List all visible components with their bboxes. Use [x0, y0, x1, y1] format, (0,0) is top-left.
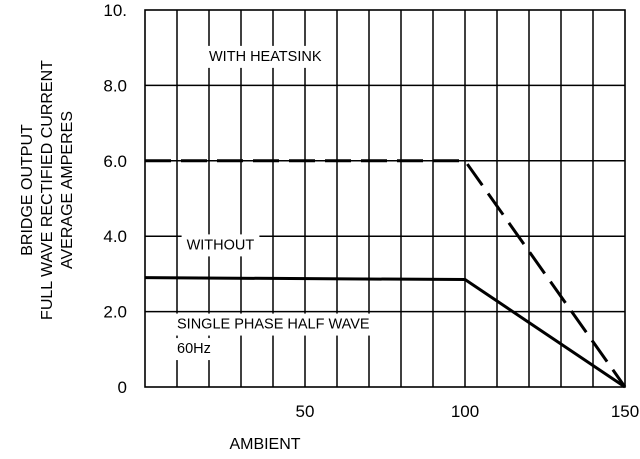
y-tick-label: 6.0: [103, 152, 127, 171]
series-line-with-heatsink: [145, 159, 627, 388]
x-tick-label: 50: [296, 402, 315, 421]
x-tick-label: 100: [451, 402, 479, 421]
annotation-background: [172, 313, 375, 336]
annotation-label: 60Hz: [177, 341, 211, 357]
series-lines: [144, 159, 627, 389]
label-backgrounds: [172, 45, 375, 361]
annotation-label: WITHOUT: [187, 237, 255, 253]
annotations: WITH HEATSINK WITHOUT SINGLE PHASE HALF WA…: [177, 49, 370, 357]
y-tick-label: 0: [118, 378, 127, 397]
y-axis-title-line: AVERAGE AMPERES: [59, 111, 76, 269]
y-tick-label: 2.0: [103, 303, 127, 322]
axis-titles: AMBIENT BRIDGE OUTPUT FULL WAVE RECTIFIED …: [19, 60, 301, 453]
annotation-label: WITH HEATSINK: [209, 49, 322, 65]
tick-labels: 0 2.0 4.0 6.0 8.0 10. 50 100 150: [103, 1, 639, 421]
annotation-label: SINGLE PHASE HALF WAVE: [177, 317, 370, 333]
annotation-background: [181, 234, 260, 257]
x-axis-title: AMBIENT: [229, 436, 300, 453]
y-axis-title-line: FULL WAVE RECTIFIED CURRENT: [39, 60, 56, 320]
y-tick-label: 8.0: [103, 76, 127, 95]
y-axis-title-line: BRIDGE OUTPUT: [19, 124, 36, 256]
plot-frame: [144, 9, 626, 388]
annotation-background: [204, 45, 327, 68]
x-tick-label: 150: [611, 402, 639, 421]
y-tick-label: 10.: [103, 1, 127, 20]
annotation-background: [172, 338, 216, 361]
y-tick-label: 4.0: [103, 227, 127, 246]
series-line-without: [144, 276, 626, 389]
